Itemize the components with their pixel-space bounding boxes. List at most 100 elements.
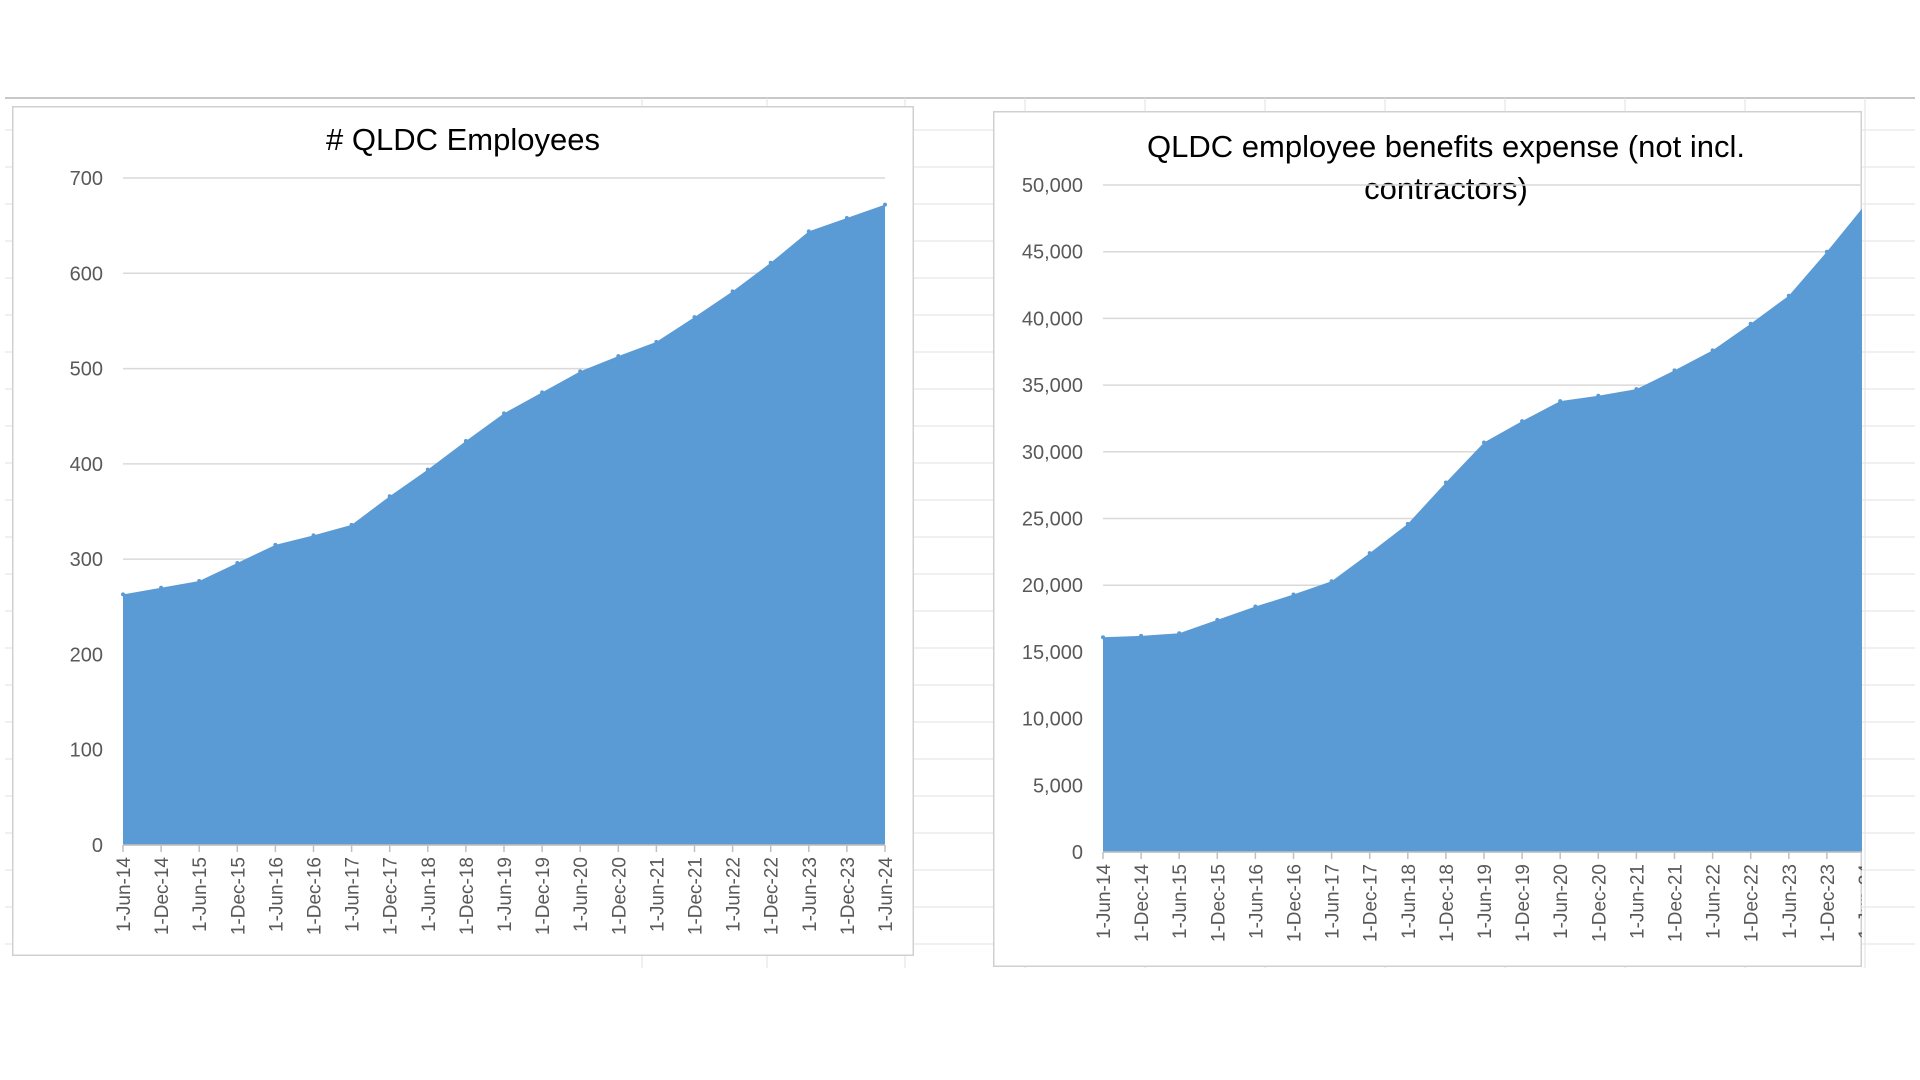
data-point bbox=[768, 260, 773, 265]
y-tick-label: 600 bbox=[70, 263, 103, 285]
y-tick-label: 200 bbox=[70, 644, 103, 666]
y-tick-label: 700 bbox=[70, 168, 103, 190]
y-tick-label: 300 bbox=[70, 549, 103, 571]
x-tick-label: 1-Dec-18 bbox=[1437, 864, 1458, 942]
y-tick-label: 15,000 bbox=[1022, 642, 1083, 664]
y-tick-label: 40,000 bbox=[1022, 308, 1083, 330]
x-tick-label: 1-Jun-22 bbox=[1704, 864, 1725, 939]
data-point bbox=[1367, 551, 1372, 556]
data-point bbox=[1482, 440, 1486, 445]
data-point bbox=[578, 369, 583, 374]
y-tick-label: 10,000 bbox=[1022, 709, 1083, 731]
data-point bbox=[1748, 321, 1753, 326]
x-tick-label: 1-Jun-24 bbox=[876, 857, 897, 932]
data-point bbox=[121, 592, 125, 597]
chart-title-line-2: contractors) bbox=[1364, 171, 1528, 206]
x-tick-label: 1-Dec-23 bbox=[838, 857, 859, 935]
x-tick-label: 1-Dec-22 bbox=[1742, 864, 1763, 942]
data-point bbox=[349, 522, 354, 527]
data-point bbox=[235, 560, 240, 565]
y-tick-label: 50,000 bbox=[1022, 175, 1083, 197]
y-tick-label: 400 bbox=[70, 454, 103, 476]
employees-chart[interactable]: # QLDC Employees 0 100 200 300 400 500 600 700 1… bbox=[12, 106, 914, 956]
chart-title-line-1: QLDC employee benefits expense (not incl… bbox=[1147, 129, 1745, 164]
data-point bbox=[1710, 348, 1715, 353]
data-point bbox=[425, 467, 430, 472]
data-point bbox=[1520, 419, 1525, 424]
data-point bbox=[1177, 631, 1182, 636]
x-tick-label: 1-Jun-19 bbox=[1475, 864, 1496, 939]
x-tick-label: 1-Dec-23 bbox=[1818, 864, 1839, 942]
x-tick-label: 1-Dec-14 bbox=[152, 857, 173, 936]
data-point bbox=[1215, 617, 1220, 622]
data-point bbox=[883, 202, 887, 207]
data-point bbox=[1786, 293, 1791, 298]
x-tick-label: 1-Jun-15 bbox=[190, 857, 211, 932]
data-point bbox=[1405, 521, 1410, 526]
data-point bbox=[692, 315, 697, 320]
data-point bbox=[1443, 480, 1448, 485]
x-tick-label: 1-Jun-20 bbox=[1551, 864, 1572, 939]
x-tick-label: 1-Dec-18 bbox=[457, 857, 478, 935]
x-tick-label: 1-Dec-15 bbox=[228, 857, 249, 935]
x-tick-label: 1-Dec-15 bbox=[1208, 864, 1229, 942]
data-point bbox=[1139, 633, 1144, 638]
x-tick-label: 1-Jun-17 bbox=[343, 857, 364, 932]
data-point bbox=[1596, 393, 1601, 398]
benefits-expense-chart[interactable]: QLDC employee benefits expense (not incl… bbox=[993, 111, 1862, 967]
data-point bbox=[806, 229, 811, 234]
x-tick-label: 1-Dec-14 bbox=[1132, 864, 1153, 943]
data-point bbox=[1824, 249, 1829, 254]
y-tick-label: 0 bbox=[92, 835, 103, 857]
data-point bbox=[1329, 579, 1334, 584]
x-tick-label: 1-Jun-18 bbox=[419, 857, 440, 932]
data-point bbox=[1291, 592, 1296, 597]
x-tick-label: 1-Dec-17 bbox=[381, 857, 402, 935]
y-tick-label: 25,000 bbox=[1022, 509, 1083, 531]
y-tick-label: 35,000 bbox=[1022, 375, 1083, 397]
y-tick-label: 100 bbox=[70, 740, 103, 762]
y-tick-label: 45,000 bbox=[1022, 242, 1083, 264]
x-tick-label: 1-Jun-20 bbox=[571, 857, 592, 932]
x-tick-label: 1-Dec-16 bbox=[305, 857, 326, 935]
data-point bbox=[197, 579, 202, 584]
x-tick-label: 1-Dec-21 bbox=[686, 857, 707, 935]
x-tick-label: 1-Jun-21 bbox=[647, 857, 668, 932]
x-tick-label: 1-Dec-22 bbox=[762, 857, 783, 935]
y-tick-label: 30,000 bbox=[1022, 442, 1083, 464]
x-tick-label: 1-Jun-19 bbox=[495, 857, 516, 932]
data-point bbox=[1558, 399, 1563, 404]
x-tick-label: 1-Jun-24 bbox=[1856, 864, 1862, 939]
data-point bbox=[273, 542, 278, 547]
x-tick-label: 1-Jun-14 bbox=[1094, 864, 1115, 939]
data-point bbox=[502, 411, 506, 416]
x-tick-label: 1-Dec-17 bbox=[1361, 864, 1382, 942]
x-tick-label: 1-Jun-16 bbox=[1246, 864, 1267, 939]
x-tick-label: 1-Dec-19 bbox=[533, 857, 554, 935]
x-tick-label: 1-Jun-18 bbox=[1399, 864, 1420, 939]
data-point bbox=[159, 585, 164, 590]
y-tick-label: 20,000 bbox=[1022, 575, 1083, 597]
y-tick-label: 500 bbox=[70, 359, 103, 381]
y-tick-label: 0 bbox=[1072, 842, 1083, 864]
y-tick-label: 5,000 bbox=[1033, 775, 1083, 797]
x-tick-label: 1-Dec-20 bbox=[609, 857, 630, 935]
data-point bbox=[654, 339, 659, 344]
x-tick-label: 1-Dec-20 bbox=[1589, 864, 1610, 942]
x-tick-label: 1-Jun-23 bbox=[1780, 864, 1801, 939]
x-tick-label: 1-Jun-21 bbox=[1627, 864, 1648, 939]
data-point bbox=[540, 390, 545, 395]
x-tick-label: 1-Jun-14 bbox=[114, 857, 135, 932]
data-point bbox=[616, 354, 621, 359]
data-point bbox=[1634, 387, 1639, 392]
x-tick-label: 1-Jun-23 bbox=[800, 857, 821, 932]
x-tick-label: 1-Jun-17 bbox=[1323, 864, 1344, 939]
x-tick-label: 1-Dec-21 bbox=[1666, 864, 1687, 942]
area-series[interactable] bbox=[123, 204, 885, 845]
data-point bbox=[1672, 368, 1677, 373]
x-tick-label: 1-Jun-15 bbox=[1170, 864, 1191, 939]
data-point bbox=[1101, 635, 1105, 640]
area-series[interactable] bbox=[1103, 205, 1862, 852]
data-point bbox=[844, 216, 849, 221]
